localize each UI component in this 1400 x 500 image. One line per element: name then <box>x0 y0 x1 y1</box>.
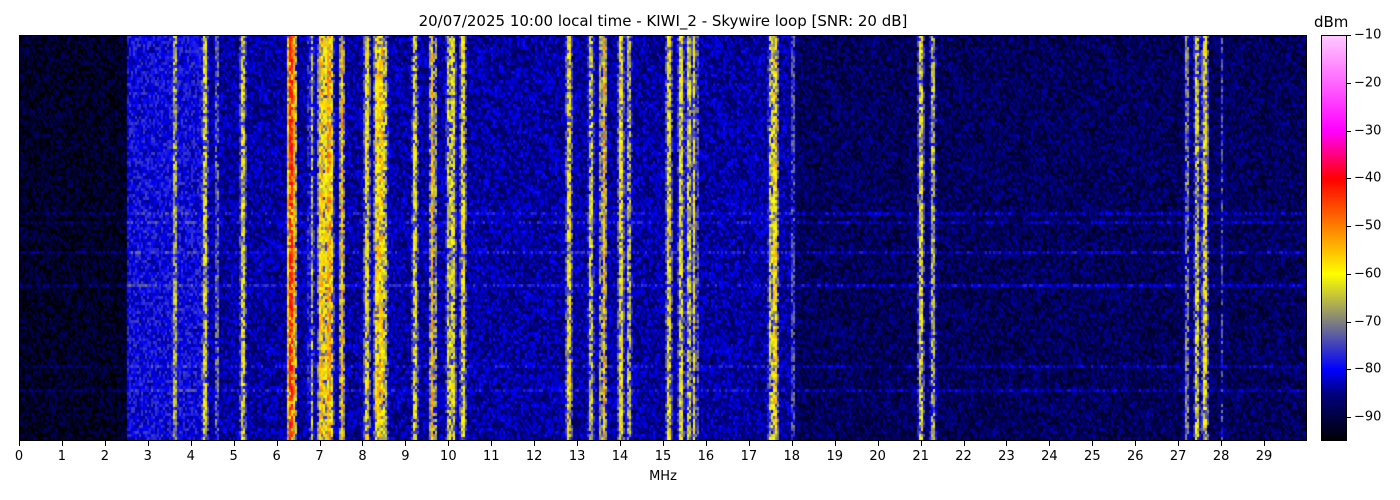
x-tick <box>319 441 321 446</box>
x-tick <box>19 441 20 446</box>
x-tick <box>534 441 536 446</box>
x-tick-label: 21 <box>912 449 929 464</box>
x-tick-label: 9 <box>401 449 410 464</box>
x-tick <box>1006 441 1008 446</box>
x-tick <box>491 441 493 446</box>
colorbar-tick-label: −60 <box>1354 266 1382 282</box>
colorbar-tick-label: −90 <box>1354 409 1382 425</box>
chart-title: 20/07/2025 10:00 local time - KIWI_2 - S… <box>418 12 908 30</box>
x-axis: 0 1 2 3 4 5 6 7 8 9 10 11 12 13 14 15 16 17 18 19 20 21 22 23 24… <box>15 441 1307 471</box>
x-axis-label: MHz <box>649 469 677 484</box>
x-tick <box>1092 441 1094 446</box>
x-tick-label: 3 <box>143 449 152 464</box>
x-tick <box>663 441 664 446</box>
x-tick-label: 5 <box>229 449 238 464</box>
colorbar-tick <box>1347 273 1351 275</box>
x-tick <box>1049 441 1051 446</box>
colorbar-tick-label: −70 <box>1354 314 1382 330</box>
x-tick <box>61 441 63 446</box>
x-tick <box>233 441 235 446</box>
x-tick <box>147 441 149 446</box>
x-tick <box>405 441 407 446</box>
colorbar-tick-label: −30 <box>1354 123 1382 139</box>
x-tick-label: 2 <box>100 449 109 464</box>
x-tick-label: 24 <box>1041 449 1058 464</box>
x-tick <box>834 441 836 446</box>
x-tick <box>920 441 922 446</box>
colorbar-tick-label: −40 <box>1354 170 1382 186</box>
colorbar-tick <box>1347 35 1351 36</box>
x-tick <box>1264 441 1266 446</box>
colorbar-tick-label: −50 <box>1354 218 1382 234</box>
x-tick-label: 16 <box>697 449 715 464</box>
colorbar-tick <box>1347 130 1351 132</box>
x-tick <box>620 441 622 446</box>
colorbar-tick <box>1347 82 1351 84</box>
x-tick-label: 10 <box>440 449 457 464</box>
x-tick-label: 28 <box>1212 449 1230 464</box>
x-tick-label: 18 <box>783 449 801 464</box>
x-tick-label: 7 <box>315 449 324 464</box>
x-tick-label: 23 <box>998 449 1015 464</box>
x-tick-label: 19 <box>826 449 843 464</box>
x-tick-label: 20 <box>869 449 886 464</box>
plot-frame <box>19 35 1307 441</box>
x-tick-label: 26 <box>1126 449 1144 464</box>
x-tick <box>577 441 579 446</box>
x-tick <box>1178 441 1180 446</box>
x-tick <box>877 441 879 446</box>
x-tick-label: 12 <box>525 449 543 464</box>
colorbar-tick <box>1347 369 1351 371</box>
x-tick-label: 1 <box>57 449 67 464</box>
colorbar <box>1321 35 1347 441</box>
x-tick-label: 11 <box>482 449 500 464</box>
x-tick-label: 15 <box>654 449 672 464</box>
x-tick-label: 27 <box>1169 449 1187 464</box>
x-tick <box>748 441 750 446</box>
x-tick <box>1221 441 1223 446</box>
x-tick-label: 4 <box>186 449 195 464</box>
x-tick-label: 22 <box>955 449 972 464</box>
colorbar-frame <box>1321 35 1347 441</box>
x-tick <box>791 441 793 446</box>
x-tick <box>448 441 450 446</box>
x-tick-label: 8 <box>358 449 367 464</box>
x-tick <box>276 441 278 446</box>
colorbar-tick-label: −80 <box>1354 361 1382 377</box>
x-tick <box>190 441 192 446</box>
waterfall-heatmap <box>19 35 1307 441</box>
x-tick-label: 6 <box>272 449 281 464</box>
x-tick-label: 0 <box>14 449 24 464</box>
x-tick <box>963 441 965 446</box>
x-tick <box>104 441 106 446</box>
x-tick-label: 13 <box>568 449 586 464</box>
x-tick-label: 25 <box>1084 449 1101 464</box>
x-tick-label: 14 <box>611 449 629 464</box>
x-tick <box>362 441 364 446</box>
colorbar-tick <box>1347 178 1351 180</box>
x-tick-label: 17 <box>740 449 758 464</box>
colorbar-tick-label: −10 <box>1354 27 1382 43</box>
x-tick-label: 29 <box>1255 449 1273 464</box>
colorbar-label: dBm <box>1314 13 1349 31</box>
colorbar-tick-label: −20 <box>1354 75 1382 91</box>
x-tick <box>1135 441 1137 446</box>
colorbar-tick <box>1347 321 1351 323</box>
x-tick <box>705 441 707 446</box>
colorbar-tick <box>1347 417 1351 419</box>
colorbar-tick <box>1347 226 1351 228</box>
